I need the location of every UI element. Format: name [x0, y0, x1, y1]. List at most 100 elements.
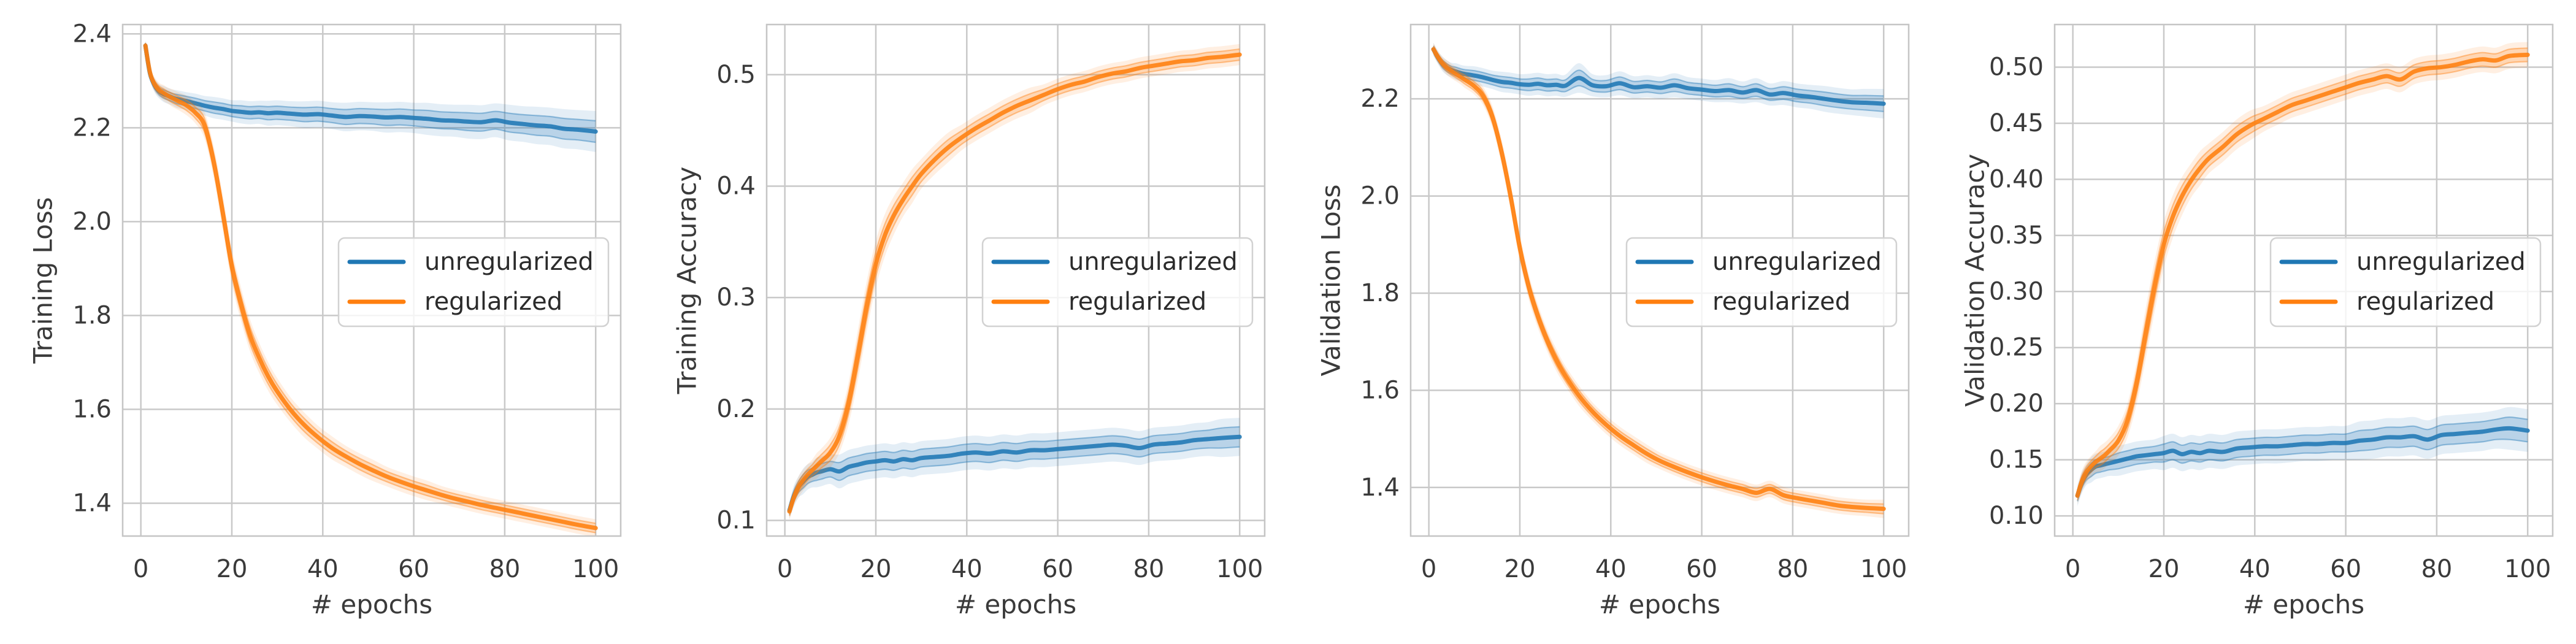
x-axis-label: # epochs: [955, 589, 1076, 619]
x-tick-label: 60: [398, 555, 429, 583]
regularized-band-lower-edge: [789, 59, 1240, 516]
x-tick-label: 40: [1595, 555, 1627, 583]
unregularized-band-upper-edge: [145, 42, 596, 121]
legend-label-unregularized: unregularized: [2356, 248, 2526, 276]
grid-lines: [123, 25, 621, 536]
unregularized-band: [789, 426, 1240, 515]
legend: unregularized regularized: [981, 237, 1254, 328]
legend-label-unregularized: unregularized: [424, 248, 594, 276]
regularized-band-upper-edge: [2077, 47, 2528, 492]
unregularized-band-lower-edge: [2077, 439, 2528, 502]
y-tick-label: 1.6: [1360, 376, 1400, 404]
x-tick-label: 60: [2330, 555, 2361, 583]
y-tick-label: 0.50: [1989, 53, 2044, 82]
x-tick-label: 100: [1860, 555, 1907, 583]
x-tick-label: 80: [1777, 555, 1808, 583]
y-tick-label: 2.4: [72, 20, 112, 48]
x-tick-label: 20: [861, 555, 892, 583]
unregularized-outer-band: [2077, 407, 2528, 507]
x-tick-label: 40: [307, 555, 339, 583]
x-tick-label: 20: [1505, 555, 1536, 583]
regularized-line: [1431, 47, 1886, 512]
x-tick-label: 20: [217, 555, 248, 583]
x-tick-label: 60: [1686, 555, 1717, 583]
unregularized-band-lower-edge: [145, 48, 596, 144]
y-tick-label: 1.6: [72, 395, 112, 423]
legend: unregularized regularized: [337, 237, 610, 328]
y-tick-label: 0.10: [1989, 502, 2044, 530]
series-group: [1431, 42, 1886, 518]
x-tick-label: 80: [2421, 555, 2452, 583]
regularized-band-lower-edge: [1433, 52, 1884, 515]
y-axis-label: Validation Accuracy: [1960, 154, 1990, 407]
y-axis-label: Training Accuracy: [672, 167, 702, 395]
x-tick-label: 0: [777, 555, 792, 583]
y-tick-label: 2.0: [1360, 182, 1400, 210]
axes-spines: [2053, 23, 2554, 537]
regularized-band-upper-edge: [145, 42, 596, 524]
x-axis-label: # epochs: [1599, 589, 1720, 619]
x-tick-label: 100: [2504, 555, 2551, 583]
y-axis-label: Validation Loss: [1316, 185, 1346, 377]
legend-box: [1625, 237, 1898, 328]
x-axis-label: # epochs: [311, 589, 432, 619]
legend-label-regularized: regularized: [1068, 288, 1206, 316]
legend: unregularized regularized: [2269, 237, 2542, 328]
unregularized-band-upper-edge: [2077, 416, 2528, 491]
regularized-band-upper-edge: [789, 48, 1240, 508]
x-tick-label: 0: [2065, 555, 2080, 583]
unregularized-band-lower-edge: [789, 446, 1240, 515]
regularized-line: [2075, 52, 2530, 498]
x-axis-label: # epochs: [2243, 589, 2364, 619]
unregularized-line: [2075, 426, 2530, 498]
y-tick-label: 1.4: [72, 489, 112, 517]
y-tick-label: 0.15: [1989, 446, 2044, 474]
series-group: [143, 40, 598, 536]
y-tick-label: 0.45: [1989, 109, 2044, 137]
legend-label-unregularized: unregularized: [1712, 248, 1882, 276]
chart-training-loss: 0 20 40 60 80 100 1.4 1.6 1.8 2.0 2.2 2.4 # epochs Tr…: [0, 0, 644, 644]
x-tick-label: 40: [951, 555, 983, 583]
panel-validation-accuracy: 0 20 40 60 80 100 0.10 0.15 0.20 0.25 0.30 0.35 0.40…: [1932, 0, 2576, 644]
unregularized-band-upper-edge: [1433, 45, 1884, 97]
x-tick-label: 20: [2149, 555, 2180, 583]
x-tick-label: 80: [1133, 555, 1164, 583]
y-tick-label: 1.8: [72, 301, 112, 329]
legend-label-regularized: regularized: [2356, 288, 2494, 316]
regularized-band-upper-edge: [1433, 45, 1884, 505]
y-tick-label: 0.30: [1989, 277, 2044, 305]
legend-box: [337, 237, 610, 328]
axes-spines: [765, 23, 1266, 537]
legend-label-unregularized: unregularized: [1068, 248, 1238, 276]
panel-training-accuracy: 0 20 40 60 80 100 0.1 0.2 0.3 0.4 0.5 # epochs Train…: [644, 0, 1288, 644]
unregularized-outer-band: [789, 418, 1240, 519]
regularized-line: [787, 52, 1242, 514]
unregularized-band: [145, 42, 596, 142]
y-tick-label: 2.2: [72, 113, 112, 142]
y-tick-label: 0.3: [716, 283, 756, 312]
regularized-line: [143, 43, 598, 531]
y-tick-label: 0.5: [716, 61, 756, 89]
x-tick-label: 80: [489, 555, 520, 583]
legend-box: [981, 237, 1254, 328]
regularized-band-lower-edge: [145, 48, 596, 534]
chart-validation-loss: 0 20 40 60 80 100 1.4 1.6 1.8 2.0 2.2 # epochs Valid…: [1288, 0, 1932, 644]
y-tick-label: 1.4: [1360, 473, 1400, 502]
y-tick-label: 0.4: [716, 172, 756, 200]
chart-validation-accuracy: 0 20 40 60 80 100 0.10 0.15 0.20 0.25 0.30 0.35 0.40…: [1932, 0, 2576, 644]
series-group: [787, 44, 1242, 520]
y-tick-label: 0.20: [1989, 389, 2044, 418]
legend-label-regularized: regularized: [424, 288, 562, 316]
unregularized-outer-band: [1433, 42, 1884, 119]
x-tick-label: 0: [1421, 555, 1436, 583]
unregularized-line: [787, 434, 1242, 513]
y-tick-label: 2.0: [72, 207, 112, 236]
axes-spines: [1409, 23, 1910, 537]
x-tick-label: 60: [1042, 555, 1073, 583]
y-tick-label: 0.2: [716, 395, 756, 423]
y-axis-label: Training Loss: [28, 197, 58, 364]
series-group: [2075, 42, 2530, 507]
panel-training-loss: 0 20 40 60 80 100 1.4 1.6 1.8 2.0 2.2 2.4 # epochs Tr…: [0, 0, 644, 644]
panel-validation-loss: 0 20 40 60 80 100 1.4 1.6 1.8 2.0 2.2 # epochs Valid…: [1288, 0, 1932, 644]
